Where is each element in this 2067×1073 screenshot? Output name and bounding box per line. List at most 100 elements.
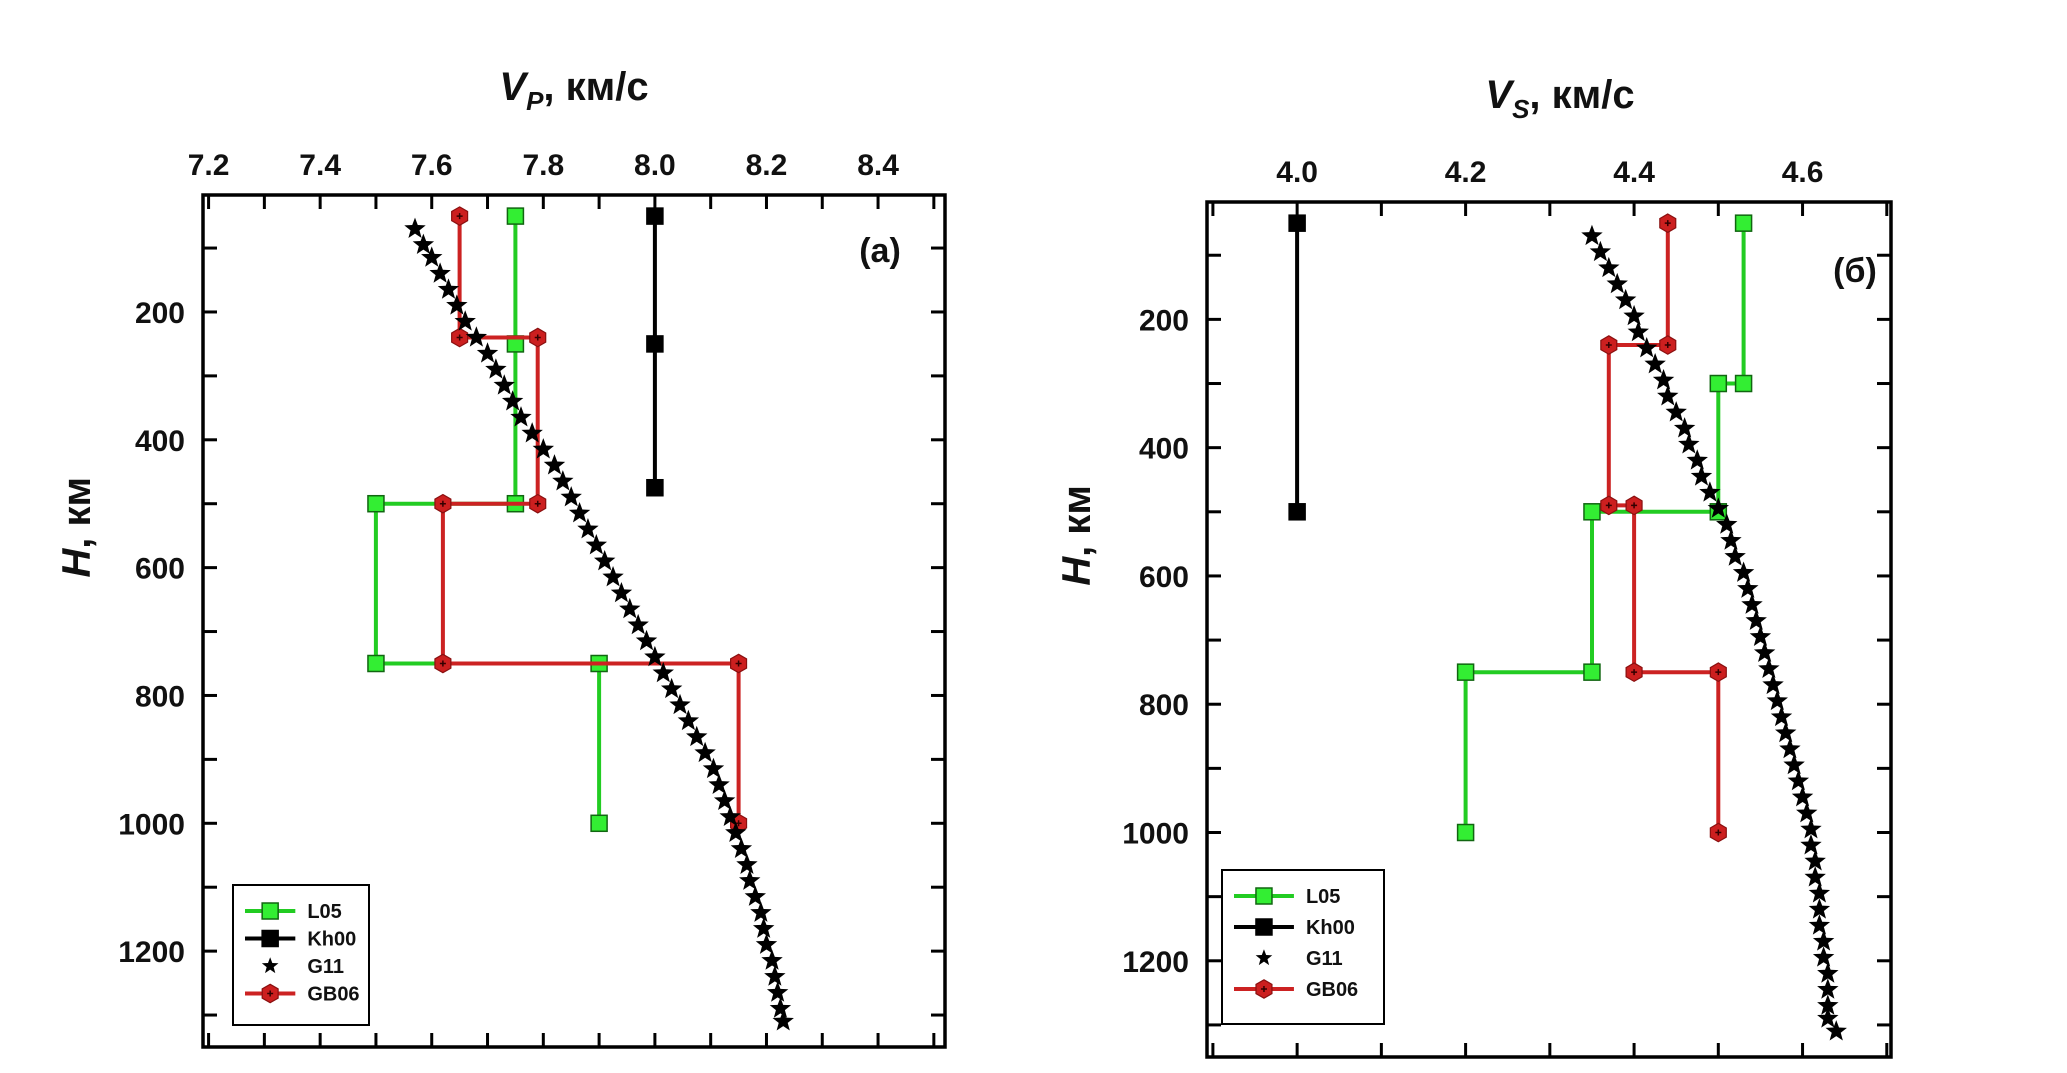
legend-label: GB06 xyxy=(307,984,359,1006)
legend-marker-l05 xyxy=(261,902,279,920)
data-point-gb06 xyxy=(434,493,452,514)
hexagon-marker-cross xyxy=(1631,502,1638,509)
hexagon-marker-cross xyxy=(456,334,463,341)
hexagon-marker-cross xyxy=(439,660,446,667)
series-g11 xyxy=(1581,224,1847,1041)
hexagon-marker-cross xyxy=(1664,342,1671,349)
data-point-g11 xyxy=(1724,545,1746,566)
data-point-g11 xyxy=(610,581,633,603)
data-point-gb06 xyxy=(529,327,547,348)
series-g11 xyxy=(404,217,794,1031)
data-point-kh00 xyxy=(646,335,664,353)
data-point-g11 xyxy=(568,502,591,523)
data-point-g11 xyxy=(1791,785,1814,807)
data-point-g11 xyxy=(1644,353,1666,374)
data-point-kh00 xyxy=(646,478,664,497)
y-tick-label: 200 xyxy=(1139,304,1189,337)
x-axis-title-units: , км/с xyxy=(1529,73,1634,117)
x-tick-label: 8.2 xyxy=(746,149,788,182)
data-point-g11 xyxy=(1800,818,1822,839)
data-point-kh00 xyxy=(1288,503,1306,521)
data-point-g11 xyxy=(1787,769,1810,791)
y-tick-label: 1200 xyxy=(1122,946,1189,979)
data-point-g11 xyxy=(1779,737,1801,759)
data-point-g11 xyxy=(1581,224,1603,246)
y-axis-title-symbol: H xyxy=(1055,556,1099,586)
data-point-g11 xyxy=(1652,369,1675,390)
data-point-l05 xyxy=(590,814,608,833)
data-point-g11 xyxy=(635,629,658,651)
data-point-g11 xyxy=(1812,946,1835,967)
data-point-g11 xyxy=(1699,481,1721,502)
data-point-g11 xyxy=(627,613,649,635)
legend-item-g11: G11 xyxy=(1255,948,1343,970)
x-tick-label: 8.4 xyxy=(857,149,899,182)
data-point-g11 xyxy=(750,901,772,922)
data-point-g11 xyxy=(1800,834,1822,855)
x-tick-label: 4.6 xyxy=(1782,156,1824,189)
hexagon-marker-cross xyxy=(1664,220,1671,227)
y-tick-label: 200 xyxy=(135,297,185,330)
data-point-l05 xyxy=(367,654,385,673)
data-point-g11 xyxy=(694,741,716,763)
x-tick-label: 4.0 xyxy=(1276,156,1318,189)
data-point-g11 xyxy=(412,233,435,254)
data-point-g11 xyxy=(543,454,566,475)
chart-panel-1: VP, км/с H, км 7.2 7.4 7.6 7.8 8.0 8.2 8.4 200 400… xyxy=(55,65,947,1049)
y-tick-label: 400 xyxy=(135,425,185,458)
data-point-g11 xyxy=(454,310,476,331)
data-point-g11 xyxy=(593,549,616,571)
x-tick-label: 7.4 xyxy=(299,149,341,182)
hexagon-marker-cross xyxy=(735,660,742,667)
legend-marker-gb06 xyxy=(1255,979,1273,999)
legend-label: Kh00 xyxy=(1306,917,1355,939)
data-point-g11 xyxy=(1808,914,1831,935)
data-point-g11 xyxy=(1817,1007,1839,1028)
data-point-kh00 xyxy=(646,207,664,225)
data-point-gb06 xyxy=(1625,662,1643,683)
data-point-g11 xyxy=(1804,850,1826,871)
data-point-g11 xyxy=(1758,657,1780,679)
series-line-gb06 xyxy=(1606,223,1721,833)
data-point-g11 xyxy=(437,278,460,299)
data-point-l05 xyxy=(506,207,525,225)
series-l05 xyxy=(1456,214,1753,842)
data-point-g11 xyxy=(1627,320,1649,342)
x-axis-title-subscript: P xyxy=(526,86,544,116)
data-point-g11 xyxy=(1808,882,1831,903)
y-tick-label: 800 xyxy=(135,680,185,713)
data-point-g11 xyxy=(1770,705,1793,727)
legend-label: G11 xyxy=(1306,948,1343,970)
data-point-g11 xyxy=(755,933,778,954)
data-point-l05 xyxy=(1456,663,1475,681)
hexagon-marker-cross xyxy=(1605,502,1612,509)
y-axis-title: H, км xyxy=(1055,485,1099,586)
data-point-g11 xyxy=(493,374,515,395)
data-point-g11 xyxy=(1745,609,1767,630)
hexagon-marker-cross xyxy=(1715,669,1722,676)
legend: L05 Kh00 G11 GB06 xyxy=(232,884,370,1026)
data-point-g11 xyxy=(1812,930,1835,951)
data-point-l05 xyxy=(1583,503,1601,521)
data-point-g11 xyxy=(1623,304,1645,326)
data-point-g11 xyxy=(736,853,758,874)
data-point-g11 xyxy=(1817,962,1839,983)
data-point-g11 xyxy=(1804,866,1826,887)
x-tick-label: 7.2 xyxy=(188,149,230,182)
hexagon-marker-cross xyxy=(534,334,541,341)
data-point-g11 xyxy=(1720,529,1742,550)
y-axis-title-symbol: H xyxy=(55,548,99,578)
legend-item-g11: G11 xyxy=(261,956,344,978)
data-point-g11 xyxy=(1737,577,1759,598)
y-tick-label: 800 xyxy=(1139,689,1189,722)
data-point-g11 xyxy=(1686,449,1708,470)
data-point-g11 xyxy=(1741,593,1763,614)
x-tick-label: 4.4 xyxy=(1613,156,1655,189)
legend-item-kh00: Kh00 xyxy=(245,929,356,951)
data-point-g11 xyxy=(404,217,426,238)
data-point-gb06 xyxy=(451,327,469,348)
panel-label: (a) xyxy=(859,232,901,270)
data-point-g11 xyxy=(501,390,524,411)
data-point-g11 xyxy=(1762,673,1784,695)
